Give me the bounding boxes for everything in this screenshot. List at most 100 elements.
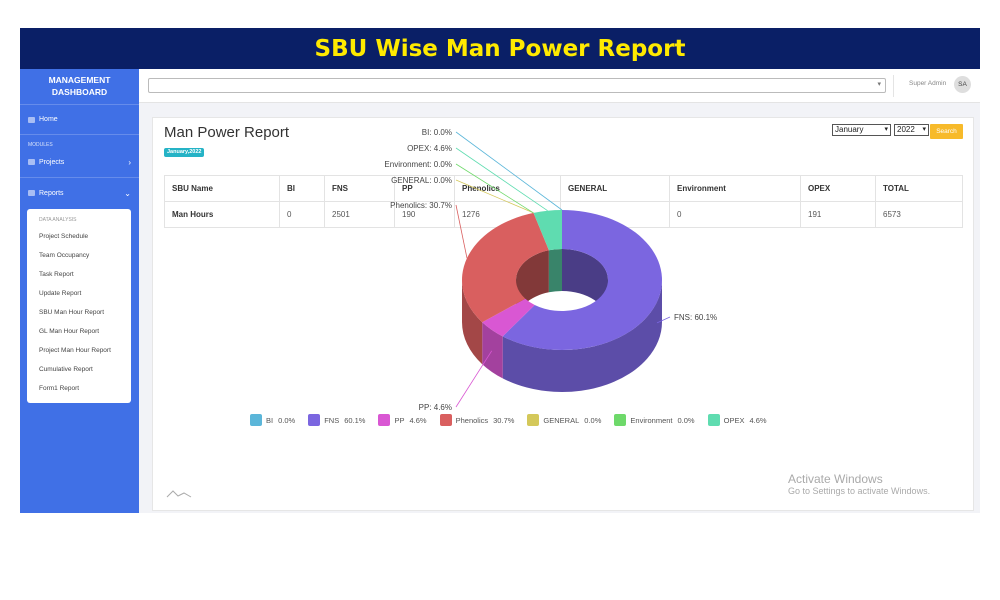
legend-item-bi[interactable]: BI 0.0% xyxy=(250,414,295,426)
legend-label: BI xyxy=(266,415,274,425)
label-leader-line xyxy=(656,316,671,324)
submenu-item-form1-report[interactable]: Form1 Report xyxy=(39,385,80,392)
legend-item-phenolics[interactable]: Phenolics 30.7% xyxy=(439,414,515,426)
donut-wall-pp xyxy=(482,322,503,379)
avatar[interactable]: SA xyxy=(954,76,971,93)
legend-item-general[interactable]: GENERAL 0.0% xyxy=(527,414,601,426)
report-banner: SBU Wise Man Power Report xyxy=(20,28,980,69)
donut-inner-wall-opex xyxy=(548,249,562,293)
page-title: Man Power Report xyxy=(164,124,290,141)
label-leader-line xyxy=(455,350,493,408)
search-button[interactable]: Search xyxy=(930,124,963,139)
sidebar-item-label: Projects xyxy=(39,158,65,166)
bar-chart-icon xyxy=(28,190,35,196)
submenu-heading: DATA ANALYSIS xyxy=(39,217,77,223)
divider xyxy=(20,177,139,178)
reports-submenu: DATA ANALYSIS Project Schedule Team Occu… xyxy=(27,209,131,403)
month-select[interactable]: January ▾ xyxy=(832,124,891,136)
chevron-down-icon: ▾ xyxy=(922,126,926,133)
table-header: Phenolics xyxy=(454,175,561,202)
data-label-phenolics: Phenolics: 30.7% xyxy=(390,201,452,210)
legend-value: 30.7% xyxy=(493,415,515,425)
month-select-value: January xyxy=(835,125,864,134)
legend-swatch xyxy=(439,414,452,426)
year-select[interactable]: 2022 ▾ xyxy=(894,124,929,136)
sidebar-item-label: Home xyxy=(39,116,58,123)
donut-chart: BI: 0.0% FNS: 60.1% PP: 4.6% Phenolics: 30.… xyxy=(384,128,717,412)
legend-value: 4.6% xyxy=(749,415,767,425)
data-label-bi: BI: 0.0% xyxy=(422,128,452,137)
legend-label: Environment xyxy=(630,415,673,425)
sidebar-item-reports[interactable]: Reports ⌄ xyxy=(20,181,139,205)
legend-label: PP xyxy=(394,415,405,425)
submenu-item-cumulative-report[interactable]: Cumulative Report xyxy=(39,366,93,373)
sidebar-item-projects[interactable]: Projects › xyxy=(20,150,139,174)
legend-value: 0.0% xyxy=(584,415,602,425)
legend-label: FNS xyxy=(324,415,340,425)
chevron-down-icon: ▾ xyxy=(877,81,881,88)
activate-windows-watermark: Activate Windows Go to Settings to activ… xyxy=(788,472,930,496)
label-leader-line xyxy=(455,163,534,214)
pie-slice-opex[interactable] xyxy=(533,210,562,251)
chevron-right-icon: › xyxy=(128,157,131,167)
legend-item-environment[interactable]: Environment 0.0% xyxy=(614,414,695,426)
data-label-opex: OPEX: 4.6% xyxy=(407,144,452,153)
legend-swatch xyxy=(378,414,391,426)
legend-swatch xyxy=(707,414,720,426)
label-leader-line xyxy=(455,131,563,211)
watermark-line1: Activate Windows xyxy=(788,472,883,486)
sidebar: MANAGEMENT DASHBOARD Home MODULES Projec… xyxy=(20,69,139,513)
data-label-environment: Environment: 0.0% xyxy=(384,160,452,169)
legend-label: GENERAL xyxy=(543,415,580,425)
table-header: Environment xyxy=(669,175,801,202)
submenu-item-sbu-man-hour-report[interactable]: SBU Man Hour Report xyxy=(39,309,105,316)
modules-label: MODULES xyxy=(28,142,53,148)
label-leader-line xyxy=(455,204,468,259)
legend-value: 60.1% xyxy=(344,415,366,425)
legend-label: OPEX xyxy=(723,415,745,425)
table-cell: 190 xyxy=(394,201,455,228)
submenu-item-update-report[interactable]: Update Report xyxy=(39,290,82,297)
legend-item-opex[interactable]: OPEX 4.6% xyxy=(707,414,767,426)
pie-slice-phenolics[interactable] xyxy=(462,212,549,323)
label-leader-line xyxy=(455,179,534,214)
table-cell: 191 xyxy=(800,201,876,228)
legend-value: 0.0% xyxy=(278,415,296,425)
chevron-down-icon: ⌄ xyxy=(124,188,131,198)
user-name: Super Admin xyxy=(909,80,947,87)
donut-inner-wall-fns xyxy=(562,249,608,322)
man-hours-table: SBU Name BI FNS PP Phenolics GENERAL Env… xyxy=(164,175,963,228)
submenu-item-task-report[interactable]: Task Report xyxy=(39,271,74,278)
chart-export-icon[interactable] xyxy=(165,487,195,499)
data-label-general: GENERAL: 0.0% xyxy=(391,176,452,185)
legend-swatch xyxy=(614,414,627,426)
divider xyxy=(893,75,894,97)
chevron-down-icon: ▾ xyxy=(884,126,888,133)
table-header: SBU Name xyxy=(164,175,280,202)
sidebar-item-home[interactable]: Home xyxy=(20,105,139,135)
legend-item-fns[interactable]: FNS 60.1% xyxy=(308,414,365,426)
report-card: Man Power Report January,2022 January ▾ … xyxy=(152,117,974,511)
submenu-item-gl-man-hour-report[interactable]: GL Man Hour Report xyxy=(39,328,100,335)
table-header: BI xyxy=(279,175,325,202)
submenu-item-team-occupancy[interactable]: Team Occupancy xyxy=(39,252,90,259)
legend-swatch xyxy=(527,414,540,426)
donut-wall-phenolics xyxy=(462,280,483,365)
sidebar-item-label: Reports xyxy=(39,189,64,197)
banner-title: SBU Wise Man Power Report xyxy=(314,35,686,62)
submenu-item-project-man-hour-report[interactable]: Project Man Hour Report xyxy=(39,347,111,354)
table-cell: 6573 xyxy=(875,201,963,228)
legend-value: 0.0% xyxy=(677,415,695,425)
legend-item-pp[interactable]: PP 4.6% xyxy=(378,414,427,426)
app-window: MANAGEMENT DASHBOARD Home MODULES Projec… xyxy=(20,69,980,513)
legend-label: Phenolics xyxy=(455,415,489,425)
briefcase-icon xyxy=(28,159,35,165)
chart-legend: BI 0.0% FNS 60.1% PP 4.6% Phenolics 30.7% GENERA… xyxy=(250,414,780,426)
year-select-value: 2022 xyxy=(897,125,915,134)
table-cell: Man Hours xyxy=(164,201,280,228)
pie-slice-fns[interactable] xyxy=(502,210,662,350)
table-cell: 0 xyxy=(279,201,325,228)
pie-slice-pp[interactable] xyxy=(482,298,535,337)
project-select[interactable]: ▾ xyxy=(148,78,886,93)
submenu-item-project-schedule[interactable]: Project Schedule xyxy=(39,233,89,240)
